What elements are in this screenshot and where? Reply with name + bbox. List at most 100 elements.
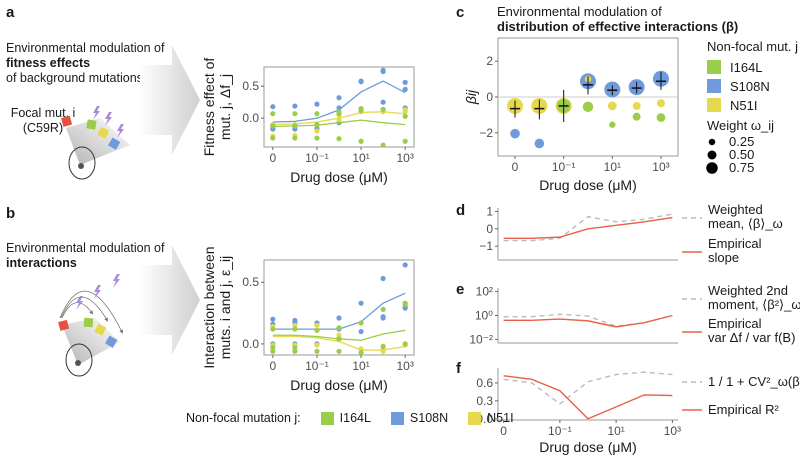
legend-swatch-i164l [320, 411, 334, 425]
legend-label-i164l: I164L [339, 411, 371, 425]
y-axis-title-line1: Fitness effect of [201, 58, 217, 157]
y-tick-label: 0.6 [476, 376, 493, 390]
mutation-blue-square [105, 335, 118, 348]
panel-c-title-bold: distribution of effective interactions (… [497, 19, 739, 34]
panel-b-text-bold: interactions [6, 256, 77, 270]
data-point-s108n [314, 101, 320, 107]
focal-mutation-label: Focal mut. i (C59R) [10, 106, 76, 136]
panel-b-text-line1: Environmental modulation of [6, 241, 165, 255]
legend-label-s108n: S108N [409, 411, 449, 425]
data-point-s108n [270, 104, 276, 110]
data-point-s108n [358, 328, 364, 335]
weighted-point-i164l [656, 113, 666, 122]
panel-label-e: e [456, 281, 465, 298]
data-point-n51i [314, 342, 320, 348]
mutation-green-square [83, 317, 94, 328]
x-tick-label: 10⁻¹ [552, 160, 576, 174]
y-axis-title-line1: Interaction between [201, 246, 217, 368]
mutation-red-square [58, 319, 70, 331]
data-point-s108n [402, 79, 408, 85]
model-prediction-line [503, 371, 673, 405]
panel-label-d: d [456, 202, 466, 219]
focal-line1: Focal mut. i [10, 106, 76, 120]
data-point-s108n [270, 316, 276, 322]
panel-c-title: Environmental modulation of distribution… [497, 4, 738, 34]
data-point-s108n [292, 103, 298, 109]
data-point-i164l [270, 348, 276, 354]
data-point-s108n [380, 68, 386, 75]
cell-outline-icon [68, 146, 96, 180]
cell-outline-icon [65, 343, 93, 377]
weight-legend-label: 0.75 [729, 160, 754, 175]
empirical-line [503, 216, 673, 240]
data-point-s108n [336, 95, 342, 101]
x-tick-label: 0 [512, 160, 519, 174]
legend-label-n51i: N51I [730, 98, 757, 113]
data-point-i164l [380, 343, 386, 349]
data-point-i164l [336, 111, 342, 117]
lightning-icon [113, 274, 120, 288]
y-tick-label: 0 [486, 90, 493, 104]
mutation-yellow-square [94, 323, 107, 336]
data-point-i164l [270, 344, 276, 351]
legend-text-line1: Empirical [708, 316, 762, 331]
weight-legend-title: Weight ω_ij [707, 118, 774, 133]
weight-legend-label: 0.50 [729, 147, 754, 162]
x-tick-label: 10¹ [352, 151, 369, 165]
weighted-point-s108n [510, 128, 520, 139]
empirical-line [503, 314, 673, 328]
y-tick-label: 10⁰ [475, 309, 493, 323]
plot-frame [263, 66, 415, 148]
x-tick-label: 0 [269, 151, 276, 165]
data-point-i164l [402, 138, 408, 144]
data-point-s108n [358, 300, 364, 306]
bottom-legend-title: Non-focal mutation j: [186, 411, 301, 425]
legend-swatch-n51i [468, 411, 482, 425]
panel-label-f: f [456, 360, 461, 377]
data-point-i164l [336, 136, 342, 142]
data-point-i164l [336, 348, 342, 354]
legend-text-line2: mean, ⟨β⟩_ω [708, 216, 783, 231]
x-tick-label: 10⁻¹ [305, 151, 329, 165]
x-tick-label: 10¹ [607, 424, 624, 438]
weighted-point-i164l [582, 101, 594, 113]
data-point-s108n [336, 315, 342, 321]
weighted-point-i164l [609, 121, 616, 128]
empirical-line [503, 375, 673, 420]
data-point-n51i [314, 128, 320, 134]
x-tick-label: 10³ [652, 160, 669, 174]
data-point-i164l [380, 106, 386, 112]
legend-text-line1: Weighted [708, 202, 763, 217]
x-tick-label: 10⁻¹ [305, 359, 329, 373]
legend-text-line1: Weighted 2nd [708, 283, 788, 298]
data-point-i164l [270, 326, 276, 332]
legend-text: 1 / 1 + CV²_ω(β) [708, 374, 800, 389]
data-point-i164l [292, 135, 298, 141]
weighted-point-s108n [534, 138, 545, 149]
x-tick-label: 10³ [397, 359, 414, 373]
x-tick-label: 10⁻¹ [548, 424, 572, 438]
data-point-i164l [380, 306, 386, 312]
legend-text-line1: Empirical [708, 236, 762, 251]
panel-c-title-line1: Environmental modulation of [497, 4, 662, 19]
weight-legend-label: 0.25 [729, 134, 754, 149]
lightning-icon [117, 124, 124, 138]
x-axis-title: Drug dose (μM) [290, 377, 388, 393]
panel-label-a: a [6, 4, 15, 21]
illustration-focal-mutation-b [58, 274, 123, 377]
y-tick-label: 2 [486, 54, 493, 68]
data-point-i164l [314, 111, 320, 117]
panel-a-text-line1: Environmental modulation of [6, 41, 165, 55]
y-tick-label: 10² [476, 285, 493, 299]
data-point-i164l [270, 135, 276, 141]
data-point-i164l [358, 107, 364, 114]
lightning-icon [105, 112, 112, 126]
data-point-n51i [292, 322, 298, 328]
data-point-s108n [380, 99, 386, 105]
data-point-i164l [292, 344, 298, 351]
data-point-i164l [358, 138, 364, 144]
legend-swatch-i164l [707, 60, 721, 74]
legend-swatch-s108n [707, 79, 721, 93]
data-point-i164l [314, 348, 320, 354]
cell-nucleus-icon [75, 360, 81, 366]
